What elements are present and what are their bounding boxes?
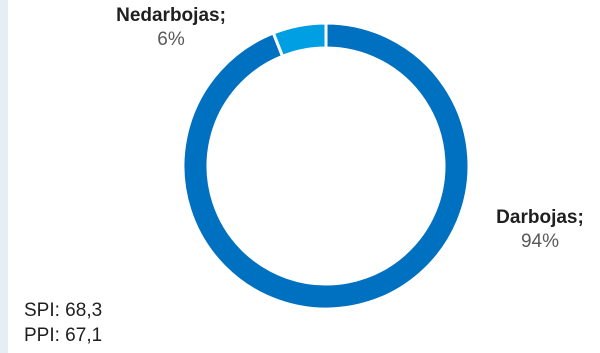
donut-slice-1	[271, 21, 328, 59]
donut-slices	[181, 21, 471, 311]
label-nedarbojas-value: 6%	[157, 29, 185, 50]
index-notes: SPI: 68,3 PPI: 67,1	[24, 298, 102, 348]
label-darbojas-name: Darbojas;	[496, 207, 584, 228]
label-nedarbojas: Nedarbojas; 6%	[106, 4, 236, 52]
label-darbojas: Darbojas; 94%	[482, 206, 598, 254]
spi-note: SPI: 68,3	[24, 300, 103, 321]
donut-chart	[181, 21, 471, 311]
donut-slice-0	[181, 21, 471, 311]
label-darbojas-value: 94%	[520, 231, 560, 252]
ppi-note: PPI: 67,1	[24, 325, 103, 346]
label-nedarbojas-name: Nedarbojas;	[116, 5, 226, 26]
